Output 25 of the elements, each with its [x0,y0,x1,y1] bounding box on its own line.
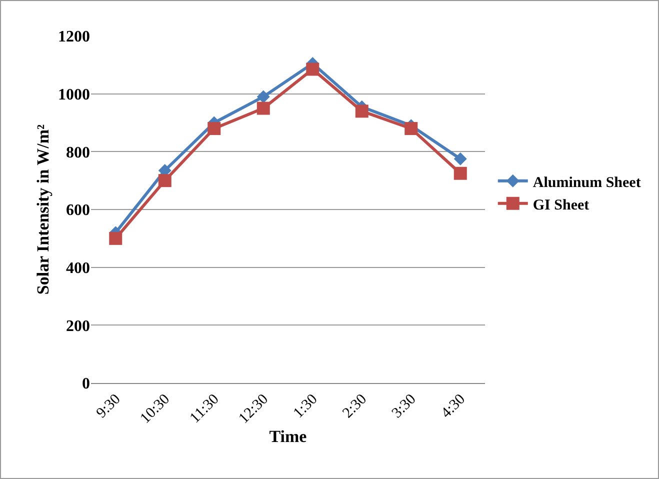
y-tick-label: 1000 [58,86,90,104]
point [454,152,467,166]
y-tick-label: 600 [66,202,90,220]
point [109,232,122,245]
point [158,174,172,188]
point [256,102,270,115]
y-tick-label: 200 [66,318,90,335]
point [355,104,368,118]
y-tick-label: 1200 [58,28,90,46]
y-tick-label: 0 [82,376,90,393]
x-tick-label: 1:30 [290,391,321,422]
point [256,90,270,104]
point [208,122,221,136]
y-axis-title: Solar Intensity in W/m² [34,124,53,295]
x-tick-label: 4:30 [438,391,469,422]
point [306,62,320,76]
y-tick-label: 800 [66,144,90,162]
legend-label: Aluminum Sheet [532,174,641,191]
point [454,166,467,180]
x-tick-label: 9:30 [94,391,124,422]
x-tick-label: 3:30 [389,391,420,422]
x-axis-title: Time [269,426,308,446]
y-tick-label: 400 [66,260,90,277]
x-tick-label: 2:30 [340,391,370,422]
legend-label: GI Sheet [532,197,590,214]
